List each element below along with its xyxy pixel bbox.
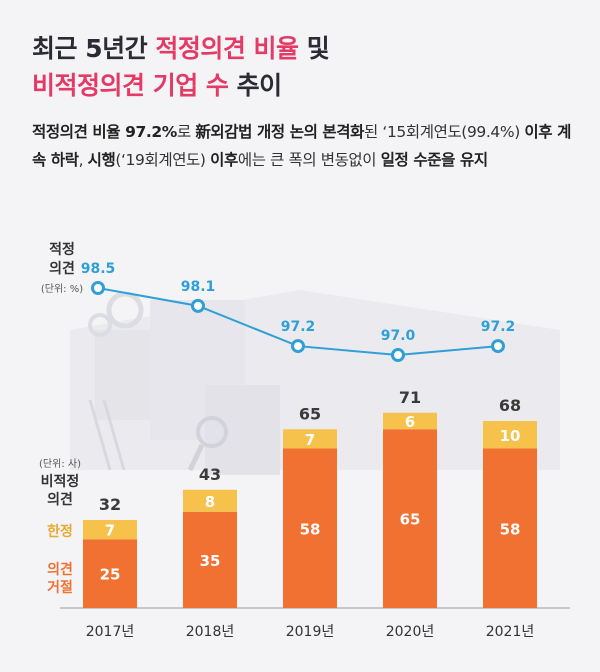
x-tick-label: 2021년 xyxy=(486,624,535,640)
bar-axis-unit: (단위: 사) xyxy=(39,457,81,470)
desc-bold: 이후 계속 하락 xyxy=(32,123,571,169)
bar-axis-label: 비적정 xyxy=(41,473,80,490)
bar-qualified-value: 7 xyxy=(105,522,115,540)
bar-qualified-value: 10 xyxy=(500,427,521,445)
bar-rejected-value: 58 xyxy=(300,520,321,538)
bar-qualified-value: 7 xyxy=(305,431,315,449)
desc-text: , xyxy=(78,151,88,169)
bar-axis-label: 의견 xyxy=(47,491,73,508)
bar-rejected xyxy=(83,539,137,608)
desc-text: 된 ‘15회계연도(99.4%) xyxy=(364,123,525,141)
line-point-label: 97.2 xyxy=(281,319,316,335)
line-point xyxy=(91,281,105,295)
title-part: 최근 5년간 xyxy=(32,34,156,63)
x-tick-label: 2017년 xyxy=(86,624,135,640)
line-axis-unit: (단위: %) xyxy=(41,282,83,295)
bar-qualified-value: 6 xyxy=(405,413,415,431)
bar-total-value: 68 xyxy=(499,396,521,415)
legend-rejected: 의견 xyxy=(47,561,73,578)
bar-rejected xyxy=(483,448,537,608)
desc-text: (‘19회계연도) xyxy=(115,151,211,169)
bar-rejected xyxy=(383,429,437,608)
line-point-label: 98.1 xyxy=(181,279,216,295)
description-text: 적정의견 비율 97.2%로 新외감법 개정 논의 본격화된 ‘15회계연도(9… xyxy=(32,118,580,174)
line-point-label: 97.2 xyxy=(481,319,516,335)
desc-text: 에는 큰 폭의 변동없이 xyxy=(237,151,381,169)
line-point xyxy=(191,298,205,313)
bar-qualified xyxy=(83,520,137,540)
bar-total-value: 32 xyxy=(99,495,121,514)
bar-qualified xyxy=(283,429,337,449)
x-tick-label: 2020년 xyxy=(386,624,435,640)
title-accent: 비적정의견 기업 수 xyxy=(32,71,229,100)
title-part: 추이 xyxy=(228,71,283,100)
bar-rejected-value: 65 xyxy=(400,511,421,529)
bar-total-value: 65 xyxy=(299,404,321,423)
bar-rejected-value: 58 xyxy=(500,520,521,538)
bar-rejected-value: 35 xyxy=(200,552,221,570)
bar-qualified xyxy=(183,489,237,512)
desc-bold: 이후 xyxy=(210,151,238,169)
bar-rejected xyxy=(283,448,337,608)
line-point xyxy=(291,339,305,354)
line-point xyxy=(391,348,405,362)
desc-bold: 적정의견 비율 97.2% xyxy=(32,123,177,141)
desc-bold: 일정 수준을 유지 xyxy=(380,151,488,169)
background-illustration xyxy=(70,290,560,475)
bar-total-value: 71 xyxy=(399,388,421,407)
desc-bold: 新외감법 개정 논의 본격화 xyxy=(195,123,365,141)
bar-rejected-value: 25 xyxy=(100,566,121,584)
title-accent: 적정의견 비율 xyxy=(155,34,299,63)
desc-bold: 시행 xyxy=(87,151,116,169)
legend-qualified: 한정 xyxy=(47,523,73,540)
chart-marks: 25 7 32 2017년 35 8 43 2018년 58 7 65 2019년 65 6 71 2020년… xyxy=(39,241,570,640)
line-axis-label: 의견 xyxy=(49,260,75,277)
x-tick-label: 2019년 xyxy=(286,624,335,640)
bar-qualified xyxy=(483,421,537,449)
bar-qualified-value: 8 xyxy=(205,493,215,511)
page-title: 최근 5년간 적정의견 비율 및 비적정의견 기업 수 추이 xyxy=(32,30,330,104)
title-part: 및 xyxy=(298,34,330,63)
x-tick-label: 2018년 xyxy=(186,624,235,640)
line-point xyxy=(491,339,505,354)
bar-rejected xyxy=(183,511,237,608)
bar-total-value: 43 xyxy=(199,465,221,484)
line-point-label: 97.0 xyxy=(381,328,416,344)
desc-text: 로 xyxy=(176,123,196,141)
line-axis-label: 적정 xyxy=(49,241,75,258)
legend-rejected: 거절 xyxy=(47,580,73,596)
line-point-label: 98.5 xyxy=(81,261,116,277)
bar-qualified xyxy=(383,412,437,430)
